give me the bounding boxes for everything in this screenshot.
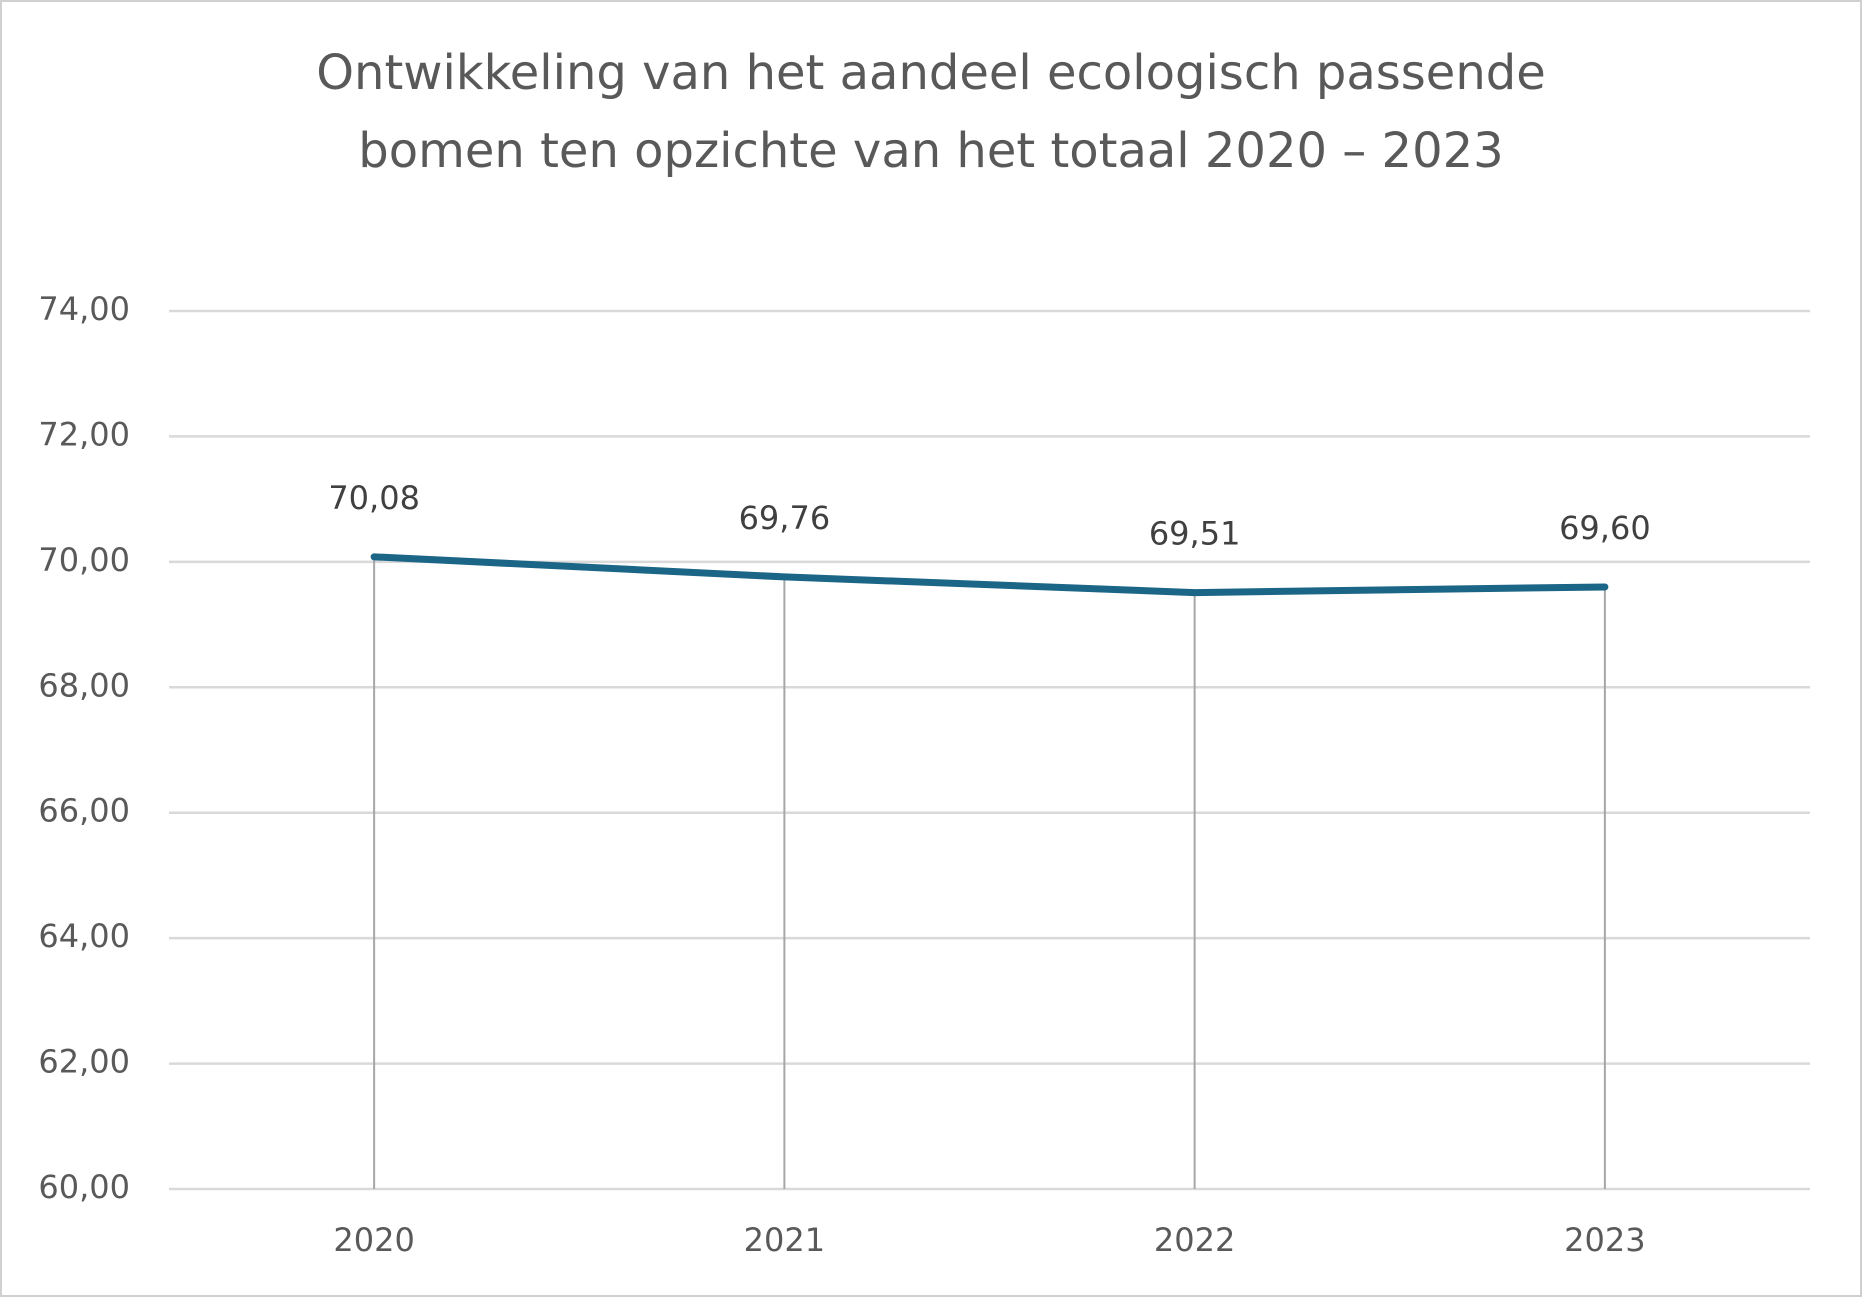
chart-title: bomen ten opzichte van het totaal 2020 –…: [358, 123, 1503, 179]
y-tick-label: 60,00: [38, 1168, 130, 1206]
y-tick-label: 66,00: [38, 792, 130, 830]
data-label: 69,51: [1149, 515, 1241, 553]
data-label: 69,60: [1559, 509, 1651, 547]
x-tick-label: 2023: [1564, 1221, 1645, 1259]
y-tick-label: 72,00: [38, 415, 130, 453]
x-tick-label: 2020: [333, 1221, 414, 1259]
y-tick-label: 70,00: [38, 541, 130, 579]
y-tick-label: 64,00: [38, 917, 130, 955]
y-tick-label: 74,00: [38, 290, 130, 328]
data-line: [370, 553, 1609, 597]
y-tick-label: 62,00: [38, 1043, 130, 1081]
y-tick-label: 68,00: [38, 666, 130, 704]
data-label: 70,08: [328, 479, 420, 517]
x-tick-label: 2021: [744, 1221, 825, 1259]
data-label: 69,76: [739, 499, 831, 537]
x-tick-label: 2022: [1154, 1221, 1235, 1259]
chart-title: Ontwikkeling van het aandeel ecologisch …: [316, 45, 1545, 101]
